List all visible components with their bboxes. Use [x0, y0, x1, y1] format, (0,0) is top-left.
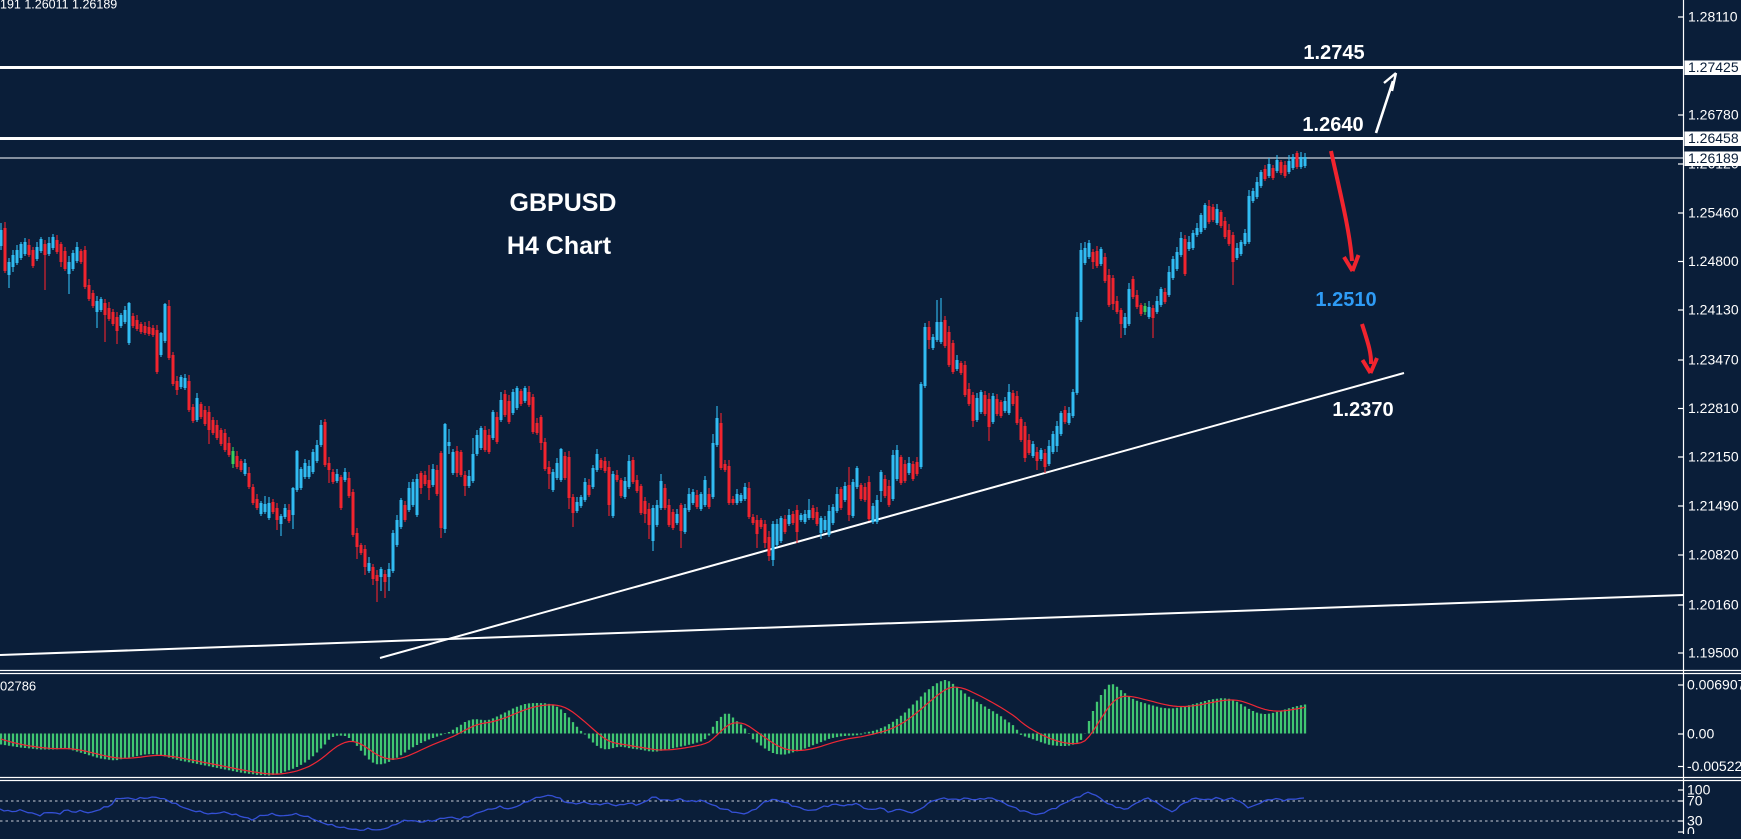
- svg-text:GBPUSD: GBPUSD: [510, 189, 617, 217]
- svg-text:1.24800: 1.24800: [1688, 253, 1739, 269]
- svg-text:1.21490: 1.21490: [1688, 498, 1739, 514]
- svg-text:1.22810: 1.22810: [1688, 400, 1739, 416]
- svg-text:1.2510: 1.2510: [1315, 289, 1376, 311]
- svg-text:1.26189: 1.26189: [1688, 150, 1739, 166]
- svg-text:1.23470: 1.23470: [1688, 352, 1739, 368]
- svg-text:70: 70: [1687, 793, 1703, 809]
- svg-text:1.26458: 1.26458: [1688, 130, 1739, 146]
- svg-text:0.006907: 0.006907: [1687, 677, 1741, 693]
- svg-text:1.2745: 1.2745: [1303, 42, 1364, 64]
- svg-text:1.27425: 1.27425: [1688, 59, 1739, 75]
- svg-text:02786: 02786: [0, 679, 36, 694]
- svg-text:1.25460: 1.25460: [1688, 205, 1739, 221]
- svg-text:1.24130: 1.24130: [1688, 302, 1739, 318]
- svg-text:H4 Chart: H4 Chart: [507, 232, 612, 260]
- svg-text:1.28110: 1.28110: [1688, 9, 1738, 25]
- svg-text:1.20820: 1.20820: [1688, 547, 1739, 563]
- svg-text:191 1.26011 1.26189: 191 1.26011 1.26189: [0, 0, 117, 12]
- svg-text:0.00: 0.00: [1687, 726, 1714, 742]
- svg-text:0: 0: [1687, 824, 1695, 835]
- svg-text:1.26780: 1.26780: [1688, 107, 1739, 123]
- svg-text:1.20160: 1.20160: [1688, 597, 1739, 613]
- svg-text:-0.005226: -0.005226: [1687, 758, 1741, 774]
- svg-text:1.19500: 1.19500: [1688, 645, 1739, 661]
- svg-text:1.2640: 1.2640: [1302, 114, 1363, 136]
- svg-text:1.2370: 1.2370: [1332, 399, 1393, 421]
- svg-text:1.22150: 1.22150: [1688, 449, 1739, 465]
